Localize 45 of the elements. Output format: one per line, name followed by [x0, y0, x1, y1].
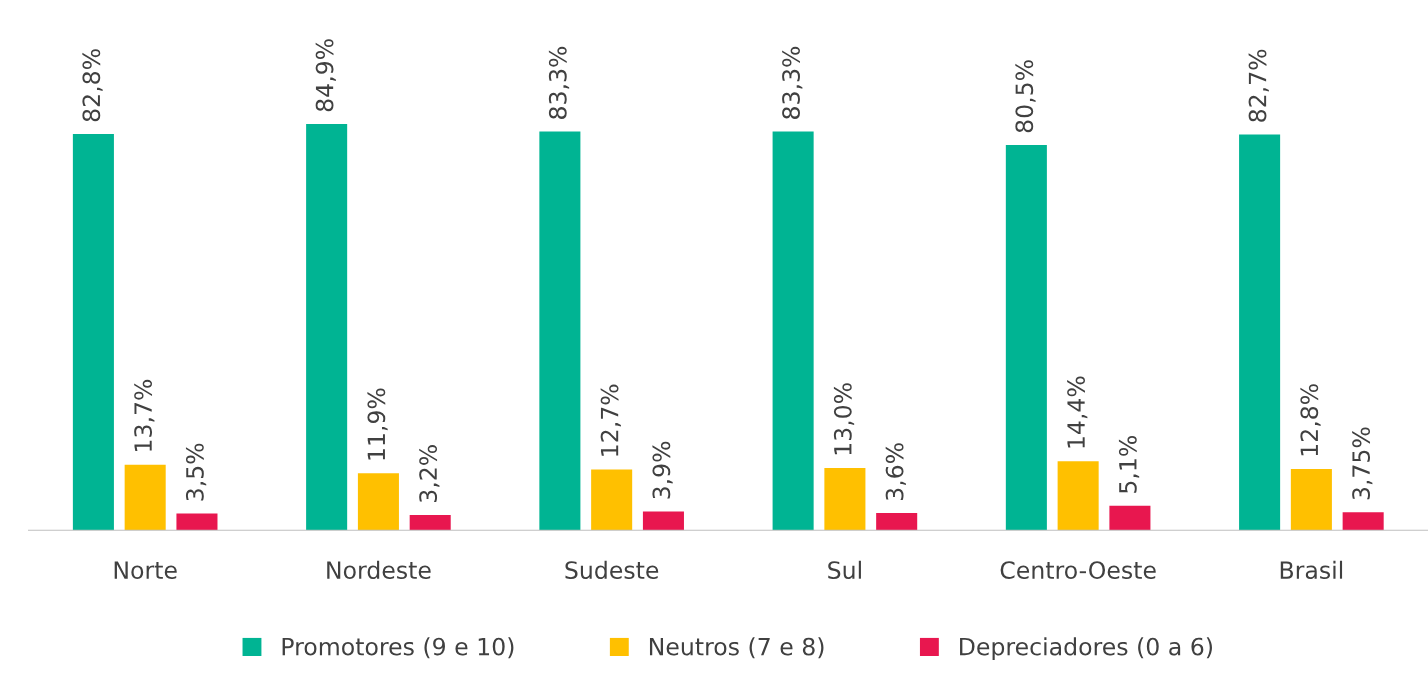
bar [824, 467, 866, 531]
bar [772, 131, 814, 531]
x-tick-label: Brasil [1280, 560, 1343, 580]
data-label: 11,9% [367, 388, 388, 460]
bar [1342, 512, 1384, 531]
bar [72, 134, 114, 531]
data-label: 82,7% [1248, 49, 1269, 122]
data-label: 13,0% [833, 383, 855, 455]
data-label: 5,1% [1118, 436, 1140, 493]
data-label: 12,7% [600, 384, 621, 456]
bar [1057, 461, 1099, 531]
data-label: 3,2% [419, 445, 440, 502]
data-label: 83,3% [782, 46, 803, 119]
x-tick-label: Sudeste [565, 560, 659, 580]
data-label: 14,4% [1067, 376, 1088, 448]
bar [642, 511, 684, 531]
x-tick-label: Nordeste [327, 560, 431, 580]
data-label: 83,3% [548, 46, 570, 119]
data-label: 3,9% [652, 441, 673, 499]
legend-label: Neutros (7 e 8) [649, 637, 824, 659]
x-tick-label: Sul [828, 560, 861, 580]
bar [1290, 468, 1332, 531]
data-label: 3,6% [885, 443, 906, 501]
bar [1239, 134, 1281, 531]
data-label: 3,75% [1352, 427, 1373, 500]
legend-label: Promotores (9 e 10) [282, 637, 514, 659]
data-label: 82,8% [82, 49, 103, 122]
data-label: 3,5% [185, 443, 207, 501]
data-label: 12,8% [1300, 384, 1321, 456]
bar [306, 123, 348, 531]
bar [176, 513, 218, 531]
x-tick-label: Norte [114, 561, 177, 580]
data-label: 13,7% [134, 379, 155, 451]
bar [591, 469, 633, 531]
bar [357, 473, 399, 531]
bar [409, 514, 451, 531]
bar [539, 131, 581, 531]
x-tick-label: Centro-Oeste [1000, 561, 1156, 580]
bar [876, 512, 918, 531]
legend-label: Depreciadores (0 a 6) [960, 637, 1212, 661]
bar [1109, 505, 1151, 531]
bar [124, 464, 166, 531]
data-label: 80,5% [1015, 60, 1036, 133]
bar [1005, 145, 1047, 531]
data-label: 84,9% [315, 39, 336, 112]
